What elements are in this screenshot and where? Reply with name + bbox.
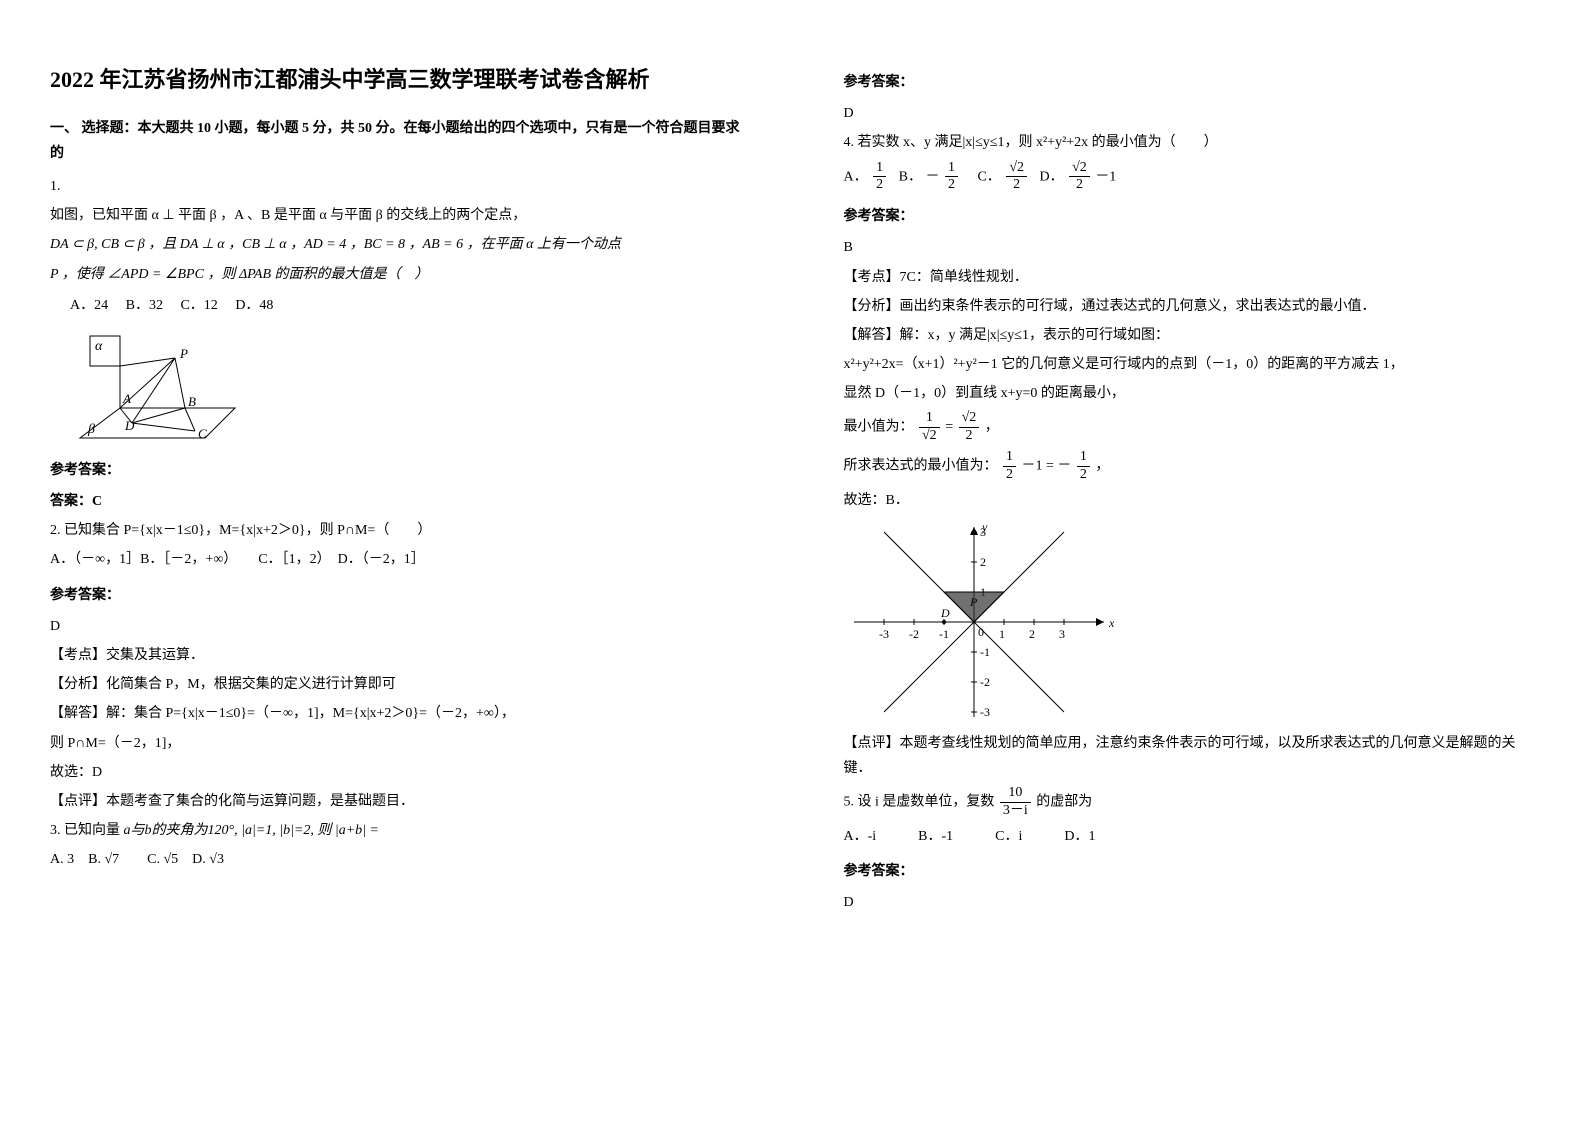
q4-res: 所求表达式的最小值为： 12 －1 = － 12 ， bbox=[844, 449, 1538, 484]
q5-suffix: 的虚部为 bbox=[1036, 795, 1092, 810]
q1-line1: 如图，已知平面 α ⊥ 平面 β ，A 、B 是平面 α 与平面 β 的交线上的… bbox=[50, 203, 744, 228]
q4-fracB: 12 bbox=[945, 160, 958, 195]
q4-optA-label: A． bbox=[844, 169, 868, 184]
svg-text:P: P bbox=[969, 595, 978, 609]
q4-dianping: 【点评】本题考查线性规划的简单应用，注意约束条件表示的可行域，以及所求表达式的几… bbox=[844, 731, 1538, 781]
svg-text:x: x bbox=[1108, 616, 1115, 630]
q1-line3: P ，使得 ∠APD = ∠BPC ，则 ΔPAB 的面积的最大值是（ ） bbox=[50, 262, 744, 287]
q4-answer: B bbox=[844, 235, 1538, 260]
q4-number: 4. bbox=[844, 135, 858, 150]
q3-options: A. 3 B. √7 C. √5 D. √3 bbox=[50, 847, 744, 872]
q4-jieda1: 【解答】解：x，y 满足|x|≤y≤1，表示的可行域如图： bbox=[844, 323, 1538, 348]
q4: 4. 若实数 x、y 满足|x|≤y≤1，则 x²+y²+2x 的最小值为（ ） bbox=[844, 130, 1538, 155]
right-column: 参考答案： D 4. 若实数 x、y 满足|x|≤y≤1，则 x²+y²+2x … bbox=[794, 0, 1587, 1122]
q4-chart: xy-3-2-10123123-1-2-3DP bbox=[844, 517, 1538, 727]
q4-text: 若实数 x、y 满足|x|≤y≤1，则 x²+y²+2x 的最小值为（ ） bbox=[858, 135, 1218, 150]
q2-jieda3: 故选：D bbox=[50, 760, 744, 785]
q1-opt-d: D．48 bbox=[235, 298, 273, 313]
svg-text:2: 2 bbox=[980, 555, 986, 569]
svg-text:3: 3 bbox=[1059, 627, 1065, 641]
label-A: A bbox=[122, 391, 131, 406]
svg-text:D: D bbox=[940, 606, 950, 620]
q3-number: 3. bbox=[50, 823, 64, 838]
q4-res-mid: －1 bbox=[1022, 459, 1043, 474]
svg-text:-2: -2 bbox=[909, 627, 919, 641]
svg-text:-1: -1 bbox=[980, 645, 990, 659]
q4-res-eq: = bbox=[1046, 459, 1057, 474]
q1-answer: 答案：C bbox=[50, 489, 744, 514]
q1-opt-a: A．24 bbox=[70, 298, 108, 313]
q1-line2: DA ⊂ β, CB ⊂ β ，且 DA ⊥ α ，CB ⊥ α ，AD = 4… bbox=[50, 232, 744, 257]
q5-number: 5. bbox=[844, 795, 858, 810]
q4-optC-label: C． bbox=[977, 169, 1000, 184]
q4-res-label: 所求表达式的最小值为： bbox=[844, 459, 998, 474]
q2-fenxi: 【分析】化简集合 P，M，根据交集的定义进行计算即可 bbox=[50, 672, 744, 697]
q2-answer-label: 参考答案： bbox=[50, 583, 744, 608]
q4-jieda3: 显然 D（－1，0）到直线 x+y=0 的距离最小， bbox=[844, 381, 1538, 406]
q4-optB-label: B． bbox=[899, 169, 922, 184]
label-B: B bbox=[188, 394, 196, 409]
svg-text:-2: -2 bbox=[980, 675, 990, 689]
q4-jieda2: x²+y²+2x=（x+1）²+y²－1 它的几何意义是可行域内的点到（－1，0… bbox=[844, 352, 1538, 377]
q5-options: A．-i B．-1 C．i D．1 bbox=[844, 824, 1538, 849]
svg-text:1: 1 bbox=[999, 627, 1005, 641]
q4-fracD-suffix: －1 bbox=[1095, 169, 1116, 184]
q1-opt-b: B．32 bbox=[126, 298, 163, 313]
q5: 5. 设 i 是虚数单位，复数 103－i 的虚部为 bbox=[844, 785, 1538, 820]
svg-text:-1: -1 bbox=[939, 627, 949, 641]
q4-kaodian: 【考点】7C：简单线性规划． bbox=[844, 265, 1538, 290]
q4-res-frac1: 12 bbox=[1003, 449, 1016, 484]
q1-opt-c: C．12 bbox=[180, 298, 217, 313]
label-D: D bbox=[124, 418, 135, 433]
q4-res-prefix2: － bbox=[1057, 459, 1071, 474]
q3-formula: a与b的夹角为120°, |a|=1, |b|=2, 则 |a+b| = bbox=[124, 823, 379, 838]
q5-answer-label: 参考答案： bbox=[844, 859, 1538, 884]
q2-jieda2: 则 P∩M=（－2，1]， bbox=[50, 731, 744, 756]
svg-text:2: 2 bbox=[1029, 627, 1035, 641]
q2-jieda1: 【解答】解：集合 P={x|x－1≤0}=（－∞，1]，M={x|x+2＞0}=… bbox=[50, 701, 744, 726]
q2-number: 2. bbox=[50, 523, 64, 538]
q4-min-frac1: 1√2 bbox=[919, 410, 940, 445]
q3-answer: D bbox=[844, 101, 1538, 126]
page-title: 2022 年江苏省扬州市江都浦头中学高三数学理联考试卷含解析 bbox=[50, 60, 744, 100]
q1-diagram: α β A B C D P bbox=[70, 328, 744, 448]
label-P: P bbox=[179, 346, 188, 361]
q4-fracB-prefix: － bbox=[925, 169, 939, 184]
q2-options: A．（－∞，1］B．［－2，+∞） C．［1，2） D．（－2，1］ bbox=[50, 547, 744, 572]
section-header: 一、 选择题：本大题共 10 小题，每小题 5 分，共 50 分。在每小题给出的… bbox=[50, 116, 744, 166]
q2: 2. 已知集合 P={x|x－1≤0}，M={x|x+2＞0}，则 P∩M=（ … bbox=[50, 518, 744, 543]
q4-res-frac2: 12 bbox=[1077, 449, 1090, 484]
q2-answer: D bbox=[50, 614, 744, 639]
q5-answer: D bbox=[844, 890, 1538, 915]
label-beta: β bbox=[87, 422, 95, 437]
q5-frac: 103－i bbox=[1000, 785, 1031, 820]
q2-dianping: 【点评】本题考查了集合的化简与运算问题，是基础题目． bbox=[50, 789, 744, 814]
q1-number: 1. bbox=[50, 174, 744, 199]
svg-text:3: 3 bbox=[980, 525, 986, 539]
q2-kaodian: 【考点】交集及其运算． bbox=[50, 643, 744, 668]
q4-fenxi: 【分析】画出约束条件表示的可行域，通过表达式的几何意义，求出表达式的最小值． bbox=[844, 294, 1538, 319]
label-alpha: α bbox=[95, 339, 103, 354]
q4-options: A． 12 B． － 12 C． √22 D． √22 －1 bbox=[844, 160, 1538, 195]
q5-prefix: 设 i 是虚数单位，复数 bbox=[858, 795, 995, 810]
q4-fracD: √22 bbox=[1069, 160, 1090, 195]
label-C: C bbox=[198, 426, 207, 441]
q3-prefix: 已知向量 bbox=[64, 823, 120, 838]
q4-min-frac2: √22 bbox=[959, 410, 980, 445]
q4-fracC: √22 bbox=[1006, 160, 1027, 195]
q1-answer-label: 参考答案： bbox=[50, 458, 744, 483]
q2-text: 已知集合 P={x|x－1≤0}，M={x|x+2＞0}，则 P∩M=（ ） bbox=[64, 523, 431, 538]
svg-text:-3: -3 bbox=[879, 627, 889, 641]
q4-fracA: 12 bbox=[873, 160, 886, 195]
q3-answer-label: 参考答案： bbox=[844, 70, 1538, 95]
q1-options: A．24 B．32 C．12 D．48 bbox=[70, 293, 744, 318]
q4-min: 最小值为： 1√2 = √22 ， bbox=[844, 410, 1538, 445]
q4-guxuan: 故选：B． bbox=[844, 488, 1538, 513]
q4-min-label: 最小值为： bbox=[844, 420, 914, 435]
q3: 3. 已知向量 a与b的夹角为120°, |a|=1, |b|=2, 则 |a+… bbox=[50, 818, 744, 843]
svg-text:-3: -3 bbox=[980, 705, 990, 719]
q4-optD-label: D． bbox=[1040, 169, 1064, 184]
left-column: 2022 年江苏省扬州市江都浦头中学高三数学理联考试卷含解析 一、 选择题：本大… bbox=[0, 0, 794, 1122]
q4-answer-label: 参考答案： bbox=[844, 204, 1538, 229]
